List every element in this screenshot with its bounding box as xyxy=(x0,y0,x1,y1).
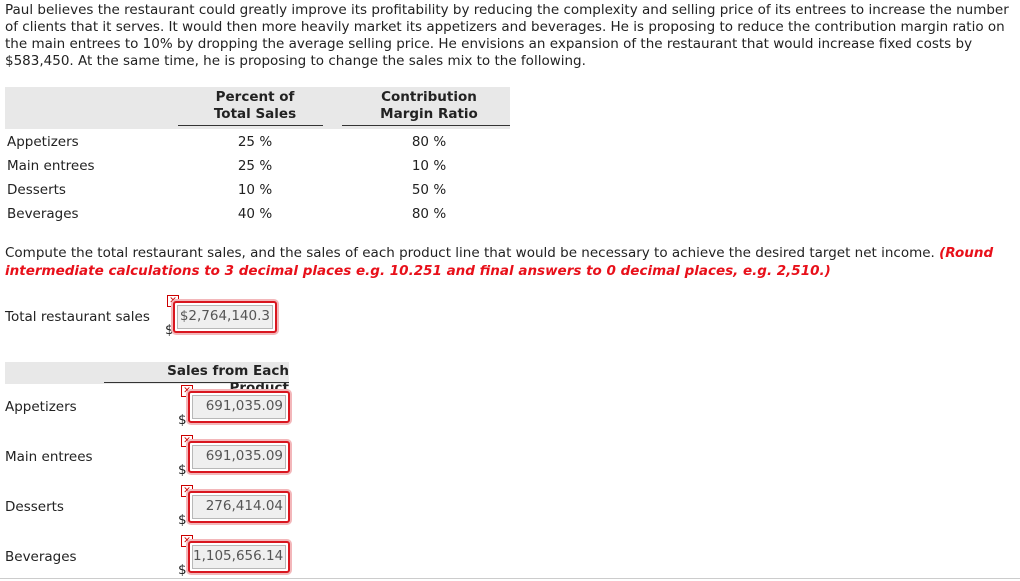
contribution-margin-header: Contribution Margin Ratio xyxy=(345,89,513,123)
bottom-divider xyxy=(0,578,1020,579)
total-sales-value[interactable]: $2,764,140.3 xyxy=(177,305,273,329)
desserts-sales-value[interactable]: 276,414.04 xyxy=(192,495,286,519)
cm-ratio-cell: 50 % xyxy=(411,182,447,198)
cm-ratio-cell: 80 % xyxy=(411,206,447,222)
beverages-sales-input[interactable]: 1,105,656.14 xyxy=(188,541,290,573)
percent-cell: 25 % xyxy=(237,134,273,150)
total-sales-label: Total restaurant sales xyxy=(5,309,150,325)
currency-symbol: $ xyxy=(178,412,187,428)
table-row: Appetizers 25 % 80 % xyxy=(5,130,510,154)
table-row: Main entrees 25 % 10 % xyxy=(5,154,510,178)
percent-cell: 40 % xyxy=(237,206,273,222)
percent-total-sales-header: Percent of Total Sales xyxy=(183,89,327,123)
beverages-sales-value[interactable]: 1,105,656.14 xyxy=(192,545,286,569)
problem-statement: Paul believes the restaurant could great… xyxy=(5,2,1009,69)
table-row: Desserts 10 % 50 % xyxy=(5,178,510,202)
rounding-note: (Round intermediate calculations to 3 de… xyxy=(5,245,994,279)
header-line-1: Contribution xyxy=(381,89,477,105)
row-label: Main entrees xyxy=(7,158,95,174)
header-underline xyxy=(178,125,323,126)
percent-cell: 25 % xyxy=(237,158,273,174)
appetizers-label: Appetizers xyxy=(5,399,77,415)
cm-ratio-cell: 80 % xyxy=(411,134,447,150)
cm-ratio-cell: 10 % xyxy=(411,158,447,174)
header-underline xyxy=(104,382,289,383)
table-header-band xyxy=(5,87,510,129)
table-row: Beverages 40 % 80 % xyxy=(5,202,510,226)
instruction-body: Compute the total restaurant sales, and … xyxy=(5,245,940,261)
header-underline xyxy=(342,125,510,126)
header-line-2: Margin Ratio xyxy=(380,106,478,122)
header-line-1: Percent of xyxy=(215,89,295,105)
sales-header-band xyxy=(5,362,289,384)
currency-symbol: $ xyxy=(178,562,187,578)
instruction-text: Compute the total restaurant sales, and … xyxy=(5,244,1015,280)
main-entrees-sales-value[interactable]: 691,035.09 xyxy=(192,445,286,469)
currency-symbol: $ xyxy=(165,322,174,338)
total-sales-input[interactable]: $2,764,140.3 xyxy=(173,301,277,333)
beverages-label: Beverages xyxy=(5,549,77,565)
main-entrees-sales-input[interactable]: 691,035.09 xyxy=(188,441,290,473)
header-line-2: Total Sales xyxy=(213,106,297,122)
row-label: Desserts xyxy=(7,182,66,198)
appetizers-sales-input[interactable]: 691,035.09 xyxy=(188,391,290,423)
percent-cell: 10 % xyxy=(237,182,273,198)
row-label: Beverages xyxy=(7,206,79,222)
main-entrees-label: Main entrees xyxy=(5,449,93,465)
desserts-sales-input[interactable]: 276,414.04 xyxy=(188,491,290,523)
currency-symbol: $ xyxy=(178,462,187,478)
desserts-label: Desserts xyxy=(5,499,64,515)
row-label: Appetizers xyxy=(7,134,79,150)
appetizers-sales-value[interactable]: 691,035.09 xyxy=(192,395,286,419)
currency-symbol: $ xyxy=(178,512,187,528)
